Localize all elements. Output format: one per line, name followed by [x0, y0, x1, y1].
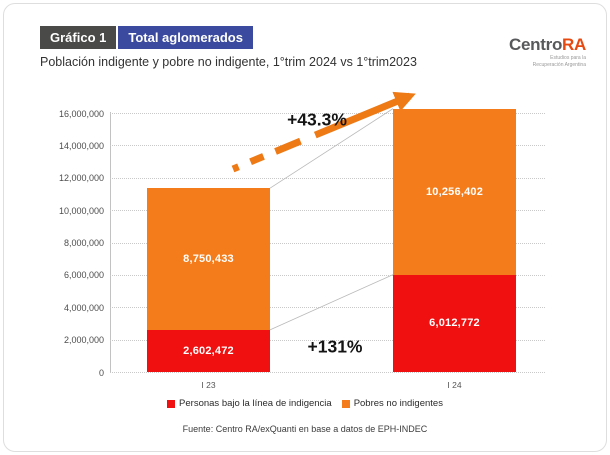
chart-scope-badge: Total aglomerados [118, 26, 253, 49]
bar-segment-indigencia: 2,602,472 [147, 329, 270, 372]
gridline [110, 242, 545, 244]
chart-number-badge: Gráfico 1 [40, 26, 117, 49]
bar-value-label: 2,602,472 [183, 344, 234, 357]
y-tick-label: 16,000,000 [58, 108, 104, 119]
y-tick-label: 2,000,000 [63, 335, 104, 346]
legend: Personas bajo la línea de indigencia Pob… [0, 398, 610, 409]
logo-text-centro: Centro [509, 35, 563, 54]
legend-item-indigencia: Personas bajo la línea de indigencia [167, 398, 332, 409]
bar-segment-pobres: 10,256,402 [393, 108, 516, 275]
total-growth-annotation: +43.3% [287, 109, 347, 130]
centro-ra-logo: Centro RA Estudios para la Recuperación A… [509, 36, 586, 68]
source-note: Fuente: Centro RA/exQuanti en base a dat… [182, 424, 428, 434]
pobres-swatch-icon [341, 399, 350, 408]
x-category-label: I 23 [201, 380, 216, 390]
y-tick-label: 14,000,000 [58, 140, 104, 151]
gridline [110, 372, 545, 373]
gridline [110, 210, 545, 212]
logo-wordmark: Centro RA [509, 36, 586, 53]
bar-value-label: 6,012,772 [429, 317, 480, 330]
bar-segment-pobres: 8,750,433 [147, 188, 270, 330]
header-badges: Gráfico 1 Total aglomerados [40, 26, 253, 49]
y-tick-label: 6,000,000 [63, 270, 104, 281]
indigencia-growth-annotation: +131% [307, 336, 363, 357]
indigencia-swatch-icon [167, 399, 176, 408]
bar-segment-indigencia: 6,012,772 [393, 274, 516, 372]
y-tick-label: 10,000,000 [58, 205, 104, 216]
y-tick-label: 0 [98, 367, 104, 378]
x-category-label: I 24 [447, 380, 462, 390]
y-tick-label: 4,000,000 [63, 302, 104, 313]
y-tick-label: 12,000,000 [58, 173, 104, 184]
gridline [110, 339, 545, 341]
logo-tagline: Estudios para la Recuperación Argentina [532, 55, 586, 68]
bar-value-label: 10,256,402 [425, 185, 484, 198]
y-tick-label: 8,000,000 [63, 238, 104, 248]
legend-item-pobres: Pobres no indigentes [341, 398, 443, 409]
chart-subtitle: Población indigente y pobre no indigente… [40, 55, 417, 69]
logo-text-ra: RA [562, 35, 586, 54]
bar-value-label: 8,750,433 [183, 253, 234, 266]
